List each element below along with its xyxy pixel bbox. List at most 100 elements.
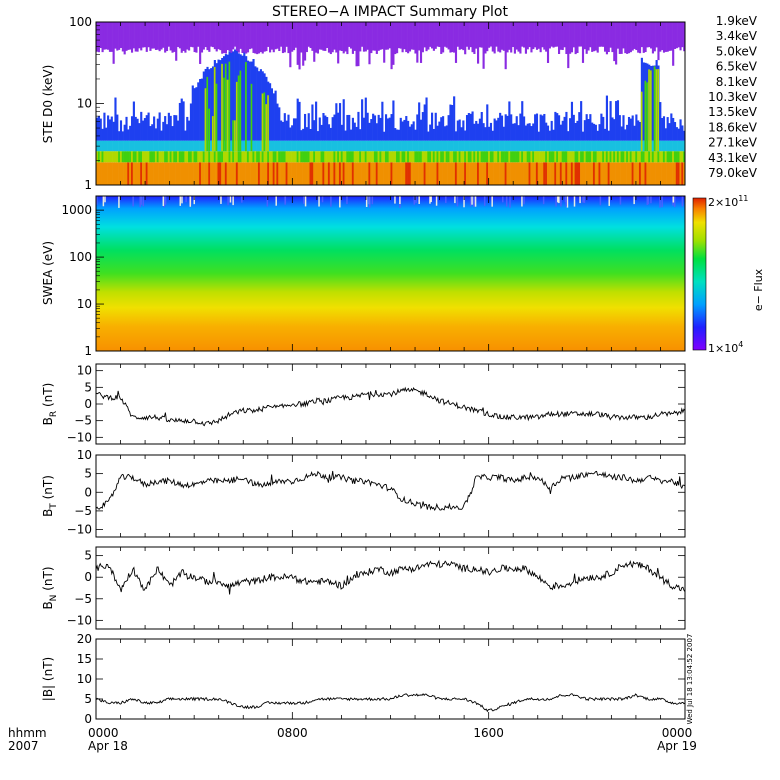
- ste-bar: [180, 151, 183, 163]
- ste-bar: [519, 151, 522, 163]
- ytick-label: −5: [74, 504, 92, 518]
- ste-bar: [171, 151, 174, 163]
- ste-bar: [331, 140, 334, 152]
- ste-bar: [607, 162, 610, 185]
- ste-bar: [287, 162, 290, 185]
- ste-bar: [440, 117, 443, 141]
- ste-bar: [495, 120, 498, 141]
- ste-bar: [638, 162, 642, 185]
- ste-bar: [454, 162, 458, 185]
- ste-bar: [107, 162, 110, 185]
- ste-bar: [552, 140, 555, 152]
- ste-bar: [611, 22, 614, 53]
- ste-bar: [180, 22, 183, 53]
- ste-bar: [399, 151, 402, 163]
- ste-bar: [403, 162, 406, 185]
- ste-bar: [298, 101, 301, 141]
- ste-bar: [327, 151, 331, 163]
- swea-streak: [303, 196, 305, 204]
- ste-bar: [357, 111, 360, 141]
- ste-bar: [105, 151, 108, 163]
- ytick-label: 5: [84, 692, 92, 706]
- ste-bar: [101, 162, 104, 185]
- ste-bar: [493, 162, 496, 185]
- ste-bar: [574, 162, 577, 185]
- ste-bar: [427, 131, 430, 141]
- ste-bar: [467, 151, 470, 163]
- swea-streak: [647, 196, 650, 205]
- ste-bar: [517, 162, 520, 185]
- ste-bar: [626, 151, 629, 163]
- ste-bar: [642, 62, 645, 141]
- ste-bar: [276, 22, 279, 49]
- ste-bar: [145, 140, 148, 152]
- ste-bar: [648, 69, 650, 152]
- ste-bar: [105, 22, 108, 50]
- br-trace: [95, 386, 686, 427]
- ste-bar: [592, 123, 596, 141]
- swea-streak: [471, 196, 473, 205]
- ste-bar: [410, 22, 413, 50]
- ste-bar: [237, 162, 240, 185]
- ste-bar: [407, 151, 410, 163]
- ste-bar: [195, 162, 198, 185]
- swea-streak: [275, 196, 277, 206]
- ste-bar: [335, 103, 338, 141]
- ste-bar: [118, 151, 121, 163]
- ste-bar: [524, 22, 528, 54]
- ste-bar: [576, 151, 579, 163]
- ste-bar: [246, 60, 250, 141]
- ste-bar: [223, 22, 226, 54]
- swea-streak: [418, 196, 420, 204]
- ste-bar: [572, 114, 575, 141]
- ste-bar: [596, 22, 599, 53]
- ste-bar: [604, 128, 607, 141]
- ste-bar: [616, 162, 620, 185]
- ste-bar: [532, 123, 535, 141]
- ste-bar: [256, 67, 259, 141]
- ste-bar: [184, 130, 187, 141]
- ste-bar: [392, 140, 395, 152]
- ste-bar: [442, 151, 445, 163]
- ste-bar: [500, 151, 504, 163]
- ste-bar: [646, 162, 649, 185]
- ste-bar: [241, 22, 244, 53]
- ste-bar: [569, 22, 572, 54]
- ste-legend-item: 6.5keV: [716, 60, 758, 74]
- ste-bar: [342, 151, 345, 163]
- ste-bar: [408, 151, 412, 163]
- ste-bar: [552, 151, 555, 163]
- ste-bar: [243, 140, 246, 152]
- ste-bar: [504, 162, 507, 185]
- ste-bar: [234, 162, 237, 185]
- ste-bar: [491, 130, 494, 141]
- ste-bar: [204, 151, 207, 163]
- ste-bar: [149, 162, 152, 185]
- ste-bar: [153, 140, 156, 152]
- ste-bar: [337, 162, 340, 185]
- ste-bar: [359, 22, 362, 52]
- ste-bar: [250, 22, 253, 49]
- ste-bar: [637, 151, 640, 163]
- ste-bar: [648, 22, 651, 48]
- ste-bar: [375, 151, 378, 163]
- ste-bar: [451, 162, 454, 185]
- ste-bar: [464, 22, 467, 55]
- ste-bar: [486, 151, 489, 163]
- ste-bar: [471, 22, 474, 53]
- ste-bar: [344, 140, 347, 152]
- ste-bar: [497, 140, 500, 152]
- ste-bar: [140, 151, 143, 163]
- ste-bar: [274, 22, 277, 50]
- ste-bar: [191, 85, 194, 141]
- ste-bar: [430, 151, 434, 163]
- ste-bar: [585, 151, 588, 163]
- ste-bar: [283, 22, 286, 53]
- ste-bar: [188, 22, 191, 51]
- ste-bar: [320, 22, 323, 50]
- ste-bar: [449, 140, 452, 152]
- ste-bar: [556, 162, 559, 185]
- ste-bar: [491, 151, 494, 163]
- swea-streak: [661, 196, 663, 208]
